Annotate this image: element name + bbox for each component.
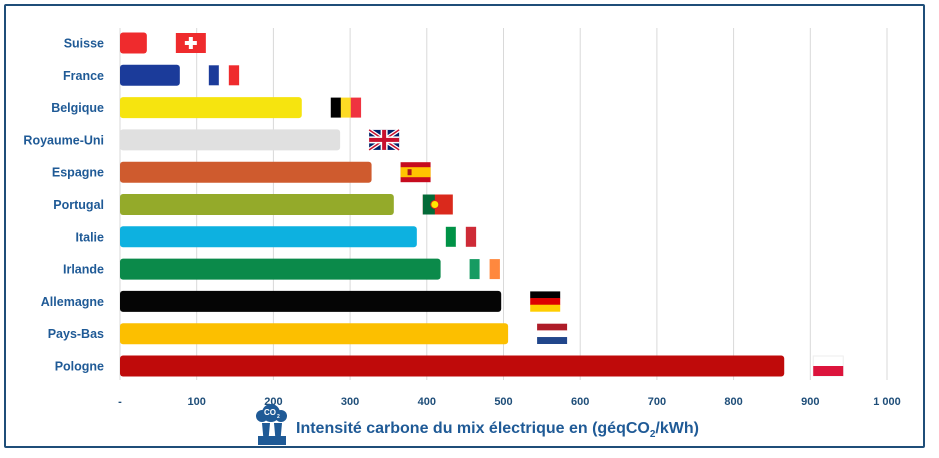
bar <box>120 32 147 54</box>
bar <box>120 97 302 119</box>
flag-nl-icon <box>537 323 568 344</box>
flag-ie-icon <box>469 259 500 280</box>
chart-frame <box>4 4 925 448</box>
flag-fr-icon <box>208 65 240 86</box>
icon-co-sub: 2 <box>277 414 280 420</box>
category-label: Portugal <box>53 198 104 212</box>
category-label: Allemagne <box>41 295 104 309</box>
x-tick-label: 400 <box>418 396 436 408</box>
flag-pl-icon <box>812 355 844 377</box>
category-label: Belgique <box>51 101 104 115</box>
category-label: Suisse <box>64 37 104 51</box>
bars <box>120 32 785 377</box>
bar <box>120 64 180 86</box>
flag-es-icon <box>400 162 431 183</box>
x-axis-label: Intensité carbone du mix électrique en (… <box>296 420 699 440</box>
bar <box>120 161 372 183</box>
x-axis-label-sub: 2 <box>650 429 656 440</box>
category-label: Pays-Bas <box>48 327 104 341</box>
flag-gb-icon <box>368 128 401 152</box>
x-axis-label-main: Intensité carbone du mix électrique en (… <box>296 420 650 437</box>
category-label: Pologne <box>55 360 104 374</box>
bar <box>120 194 394 215</box>
flag-ch-icon <box>175 33 206 53</box>
category-label: France <box>63 69 104 83</box>
grid-lines <box>119 28 888 380</box>
x-tick-label: 600 <box>571 396 589 408</box>
x-tick-label: 700 <box>648 396 666 408</box>
flag-de-icon <box>530 291 561 312</box>
x-tick-labels: -100 200 300 400 500 600 700 800 900 1 000 <box>118 396 901 408</box>
bar <box>120 355 785 377</box>
flag-pt-icon <box>422 194 453 215</box>
bar <box>120 323 509 345</box>
flags <box>175 33 844 377</box>
x-tick-label: 100 <box>188 396 206 408</box>
x-axis-label-end: /kWh) <box>655 420 699 437</box>
bar <box>120 290 502 312</box>
flag-be-icon <box>330 97 362 118</box>
bar <box>120 129 341 151</box>
flag-it-icon <box>445 226 477 247</box>
x-tick-label: 300 <box>341 396 359 408</box>
category-label: Royaume-Uni <box>23 133 104 147</box>
category-label: Espagne <box>52 166 104 180</box>
x-tick-label: - <box>118 396 122 408</box>
x-tick-label: 800 <box>724 396 742 408</box>
bar <box>120 258 441 280</box>
factory-co2-icon: CO 2 <box>256 404 287 445</box>
x-tick-label: 1 000 <box>873 396 901 408</box>
category-label: Irlande <box>63 263 104 277</box>
bar <box>120 226 417 248</box>
category-labels: Suisse France Belgique Royaume-Uni Espagne Po… <box>23 37 104 374</box>
x-tick-label: 900 <box>801 396 819 408</box>
x-tick-label: 500 <box>494 396 512 408</box>
category-label: Italie <box>76 230 105 244</box>
icon-co-label: CO <box>264 408 276 417</box>
